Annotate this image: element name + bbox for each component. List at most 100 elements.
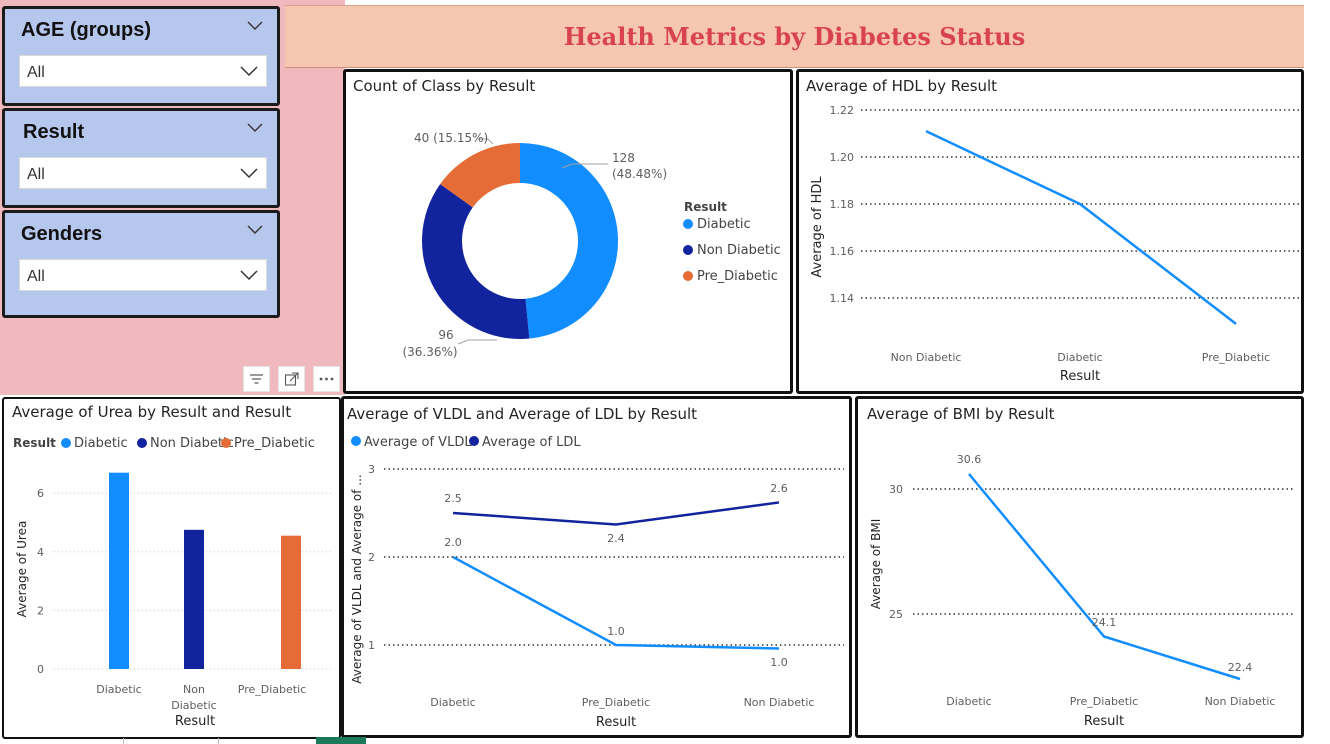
chart-title: Average of VLDL and Average of LDL by Re… [347,405,698,423]
data-label: 24.1 [1092,616,1117,629]
y-tick-label: 1.18 [830,198,855,211]
page-tab-divider [218,738,219,744]
y-tick-label: 25 [889,608,903,621]
active-page-tab-indicator[interactable] [316,737,366,744]
hdl-chart-panel[interactable]: Average of HDL by Result 1.14 1.16 1.18 1.2… [796,69,1304,394]
legend-marker [683,219,693,229]
report-title-banner: Health Metrics by Diabetes Status [285,5,1304,68]
slicer-value: All [27,166,45,183]
chart-title: Average of HDL by Result [806,77,998,95]
y-axis-title: Average of HDL [810,176,825,278]
page-tab-divider [123,738,124,744]
legend-item: Average of LDL [482,435,581,450]
slicer-age-groups: AGE (groups) All [2,6,280,106]
x-tick-label: Diabetic [171,699,216,712]
focus-mode-icon[interactable] [278,366,305,392]
dropdown-arrow-icon [240,168,258,179]
x-tick-label: Non Diabetic [891,351,962,364]
slicer-value: All [27,64,45,81]
x-tick-label: Pre_Diabetic [1070,695,1138,708]
slicer-dropdown[interactable]: All [19,157,267,189]
chevron-down-icon[interactable] [247,21,263,31]
donut-slice-non-diabetic [422,184,530,339]
vldl-ldl-chart-panel[interactable]: Average of VLDL and Average of LDL by Re… [341,396,852,738]
x-axis-title: Result [175,714,215,729]
donut-chart: 128 (48.48%) 96 (36.36%) 40 (15.15%) Result Di… [402,131,781,359]
chevron-down-icon[interactable] [247,225,263,235]
data-label: 1.0 [607,625,625,638]
leader-line [561,163,608,169]
y-tick-label: 1.22 [830,104,855,117]
legend-marker [61,438,71,448]
bar-non-diabetic [184,529,204,669]
y-tick-label: 1 [368,639,375,652]
y-tick-label: 1.14 [830,292,855,305]
dropdown-arrow-icon [240,66,258,77]
x-axis-title: Result [596,715,636,730]
x-tick-label: Non Diabetic [1205,695,1276,708]
y-tick-label: 30 [889,483,903,496]
urea-bar-chart: Result Diabetic Non Diabetic Pre_Diabetic 0 2… [13,436,334,729]
donut-slice-pre-diabetic [440,143,520,208]
donut-chart-panel[interactable]: Count of Class by Result 128 (48.48%) 96 (3… [343,69,793,394]
data-label: 2.6 [770,482,788,495]
x-tick-label: Pre_Diabetic [582,696,650,709]
y-axis-title: Average of VLDL and Average of ... [350,474,364,683]
y-tick-label: 2 [37,604,44,617]
y-tick-label: 1.16 [830,245,855,258]
more-options-icon[interactable] [313,366,340,392]
legend-title: Result [684,200,727,214]
x-tick-label: Pre_Diabetic [238,683,306,696]
legend-item: Pre_Diabetic [234,436,315,451]
bmi-chart-panel[interactable]: Average of BMI by Result 25 30 30.6 24.1 22.… [855,396,1304,738]
data-label: 2.0 [444,536,462,549]
vldl-ldl-line-chart: Average of VLDL Average of LDL 1 2 3 2.0 1.0 1.… [350,435,844,730]
y-tick-label: 1.20 [830,151,855,164]
dropdown-arrow-icon [240,270,258,281]
x-tick-label: Diabetic [1057,351,1102,364]
leader-line [457,339,497,345]
slicer-value: All [27,268,45,285]
chart-title: Average of BMI by Result [867,405,1055,423]
x-axis-title: Result [1084,714,1124,729]
legend-item: Diabetic [697,217,751,232]
line-series-ldl [452,501,780,526]
donut-slice-diabetic [520,143,618,339]
report-title: Health Metrics by Diabetes Status [563,22,1026,51]
data-label: 2.5 [444,492,462,505]
legend-item: Non Diabetic [697,243,781,258]
y-tick-label: 6 [37,487,44,500]
data-label: (48.48%) [612,167,667,181]
legend-marker [683,245,693,255]
chevron-down-icon[interactable] [247,123,263,133]
line-series-vldl [452,555,780,650]
legend-marker [469,436,479,446]
x-tick-label: Diabetic [430,696,475,709]
line-series-bmi [968,473,1241,681]
y-axis-title: Average of BMI [869,519,883,610]
legend-marker [683,271,693,281]
data-label: 22.4 [1228,661,1253,674]
legend-item: Diabetic [74,436,128,451]
line-series-hdl [925,130,1237,325]
filter-icon[interactable] [243,366,270,392]
slicer-dropdown[interactable]: All [19,55,267,87]
y-tick-label: 0 [37,663,44,676]
urea-chart-panel[interactable]: Average of Urea by Result and Result Res… [2,397,341,739]
x-tick-label: Diabetic [946,695,991,708]
x-axis-title: Result [1060,369,1100,384]
leader-line [478,138,494,145]
slicer-genders: Genders All [2,210,280,318]
legend-marker [137,438,147,448]
y-tick-label: 4 [37,546,44,559]
slicer-dropdown[interactable]: All [19,259,267,291]
slicer-title: AGE (groups) [21,19,151,41]
slicer-title: Result [23,121,85,143]
x-tick-label: Diabetic [96,683,141,696]
bar-pre-diabetic [281,535,301,669]
x-tick-label: Non [183,683,205,696]
y-tick-label: 3 [368,463,375,476]
data-label: 30.6 [957,453,982,466]
legend-item: Pre_Diabetic [697,269,778,284]
y-axis-title: Average of Urea [15,521,29,618]
